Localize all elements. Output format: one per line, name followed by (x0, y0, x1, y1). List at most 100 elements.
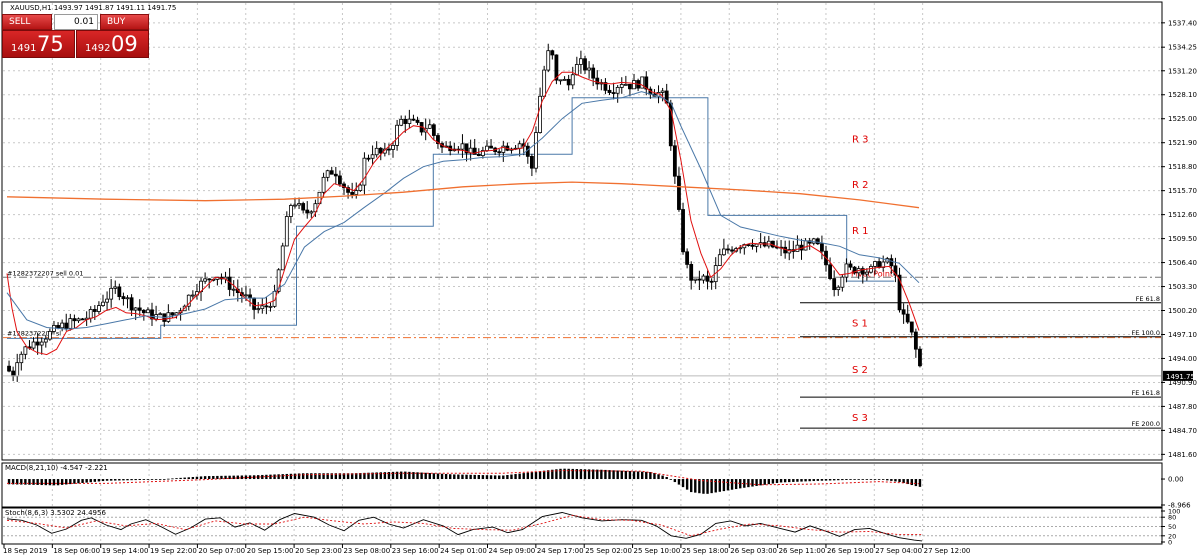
lot-size-input[interactable]: 0.01 (54, 14, 98, 30)
macd-bar (522, 473, 525, 480)
candle-bear (431, 124, 436, 136)
ma-line-ma-fast (6, 71, 920, 356)
time-tick-label: 20 Sep 23:00 (295, 547, 342, 555)
candle-bear (554, 54, 559, 81)
candle-bull (190, 294, 195, 297)
candle (329, 166, 334, 175)
candle (113, 280, 118, 294)
macd-bar (93, 479, 97, 482)
price-axis[interactable]: 1537.40 1534.25 1531.20 1528.10 1525.00 1521.… (1161, 19, 1197, 547)
macd-bar (232, 475, 235, 480)
macd-bar (334, 473, 338, 480)
macd-bar (755, 479, 758, 486)
candle (726, 244, 730, 254)
candle-bear (909, 321, 914, 333)
candle (43, 334, 48, 348)
candle (97, 301, 101, 315)
time-tick-label: 18 Sep 06:00 (53, 547, 100, 555)
stochastic-lines (3, 512, 1161, 542)
time-tick-label: 19 Sep 22:00 (150, 547, 197, 555)
macd-bar (16, 479, 19, 485)
macd-bar (673, 479, 677, 483)
macd-bar (779, 479, 783, 483)
macd-bar (739, 479, 742, 489)
candle-bear (607, 89, 612, 93)
macd-bar (236, 475, 239, 480)
candle-bear (476, 153, 481, 157)
candle (717, 248, 722, 267)
price-tick-label: 1537.40 (1168, 19, 1197, 27)
candle (623, 75, 628, 86)
candle (366, 154, 371, 162)
candle (370, 145, 375, 165)
candle (260, 297, 265, 314)
macd-bar (792, 479, 795, 482)
macd-bar (203, 476, 207, 480)
macd-bar (101, 479, 105, 482)
candle (705, 270, 710, 290)
buy-price-button[interactable]: 1492 09 (76, 30, 149, 58)
macd-bar (224, 475, 227, 480)
candle (730, 246, 734, 254)
candle (897, 267, 902, 313)
candle (378, 146, 383, 161)
macd-bar (191, 477, 195, 480)
candle-bear (860, 268, 865, 275)
candle-bull (840, 276, 845, 288)
macd-bar (861, 479, 864, 480)
macd-bar (146, 479, 150, 480)
macd-bar (620, 470, 623, 480)
macd-bar (832, 479, 836, 481)
candle-bull (186, 294, 191, 307)
macd-bar (52, 479, 56, 486)
candle (362, 152, 367, 195)
macd-bar (734, 479, 738, 490)
candle-bull (721, 248, 726, 256)
candle-bull (280, 245, 285, 271)
candle (7, 360, 11, 373)
buy-button[interactable]: BUY (100, 14, 149, 30)
macd-bar (212, 475, 215, 480)
candle (264, 296, 269, 315)
macd-bar (277, 474, 280, 480)
candle (399, 115, 404, 127)
candle-bull (19, 353, 24, 364)
macd-bar (804, 479, 807, 482)
time-axis[interactable]: 18 Sep 2019 18 Sep 06:00 19 Sep 14:00 19 Se… (3, 544, 970, 555)
candle-bull (742, 244, 747, 249)
candle-bull (39, 341, 44, 346)
candle-bull (293, 204, 297, 207)
sell-button[interactable]: SELL (2, 14, 52, 30)
price-tick-label: 1481.60 (1168, 451, 1197, 459)
candle-bull (284, 216, 289, 247)
candle (701, 273, 706, 284)
candle-bull (803, 240, 808, 251)
candle-bear (689, 264, 694, 281)
candle (403, 115, 408, 133)
candle (338, 170, 342, 187)
candle-bull (88, 309, 93, 319)
candle (681, 202, 685, 255)
macd-bar (640, 471, 644, 480)
candle-bear (595, 77, 600, 85)
macd-bar (498, 475, 501, 480)
candle (150, 302, 154, 326)
candle (697, 270, 702, 291)
candle (844, 258, 849, 283)
candle (815, 237, 820, 245)
macd-bar (632, 471, 636, 480)
candle-bull (256, 308, 261, 311)
macd-bar (330, 473, 333, 480)
sell-price-button[interactable]: 1491 75 (2, 30, 75, 58)
candle (619, 77, 624, 94)
candle (497, 149, 502, 158)
macd-bar (906, 479, 909, 485)
candle (566, 74, 571, 91)
candle (709, 278, 714, 290)
candle (603, 78, 608, 95)
candle-bull (615, 87, 620, 94)
macd-bar (350, 473, 354, 480)
candle (137, 299, 142, 317)
macd-bar (73, 479, 76, 484)
